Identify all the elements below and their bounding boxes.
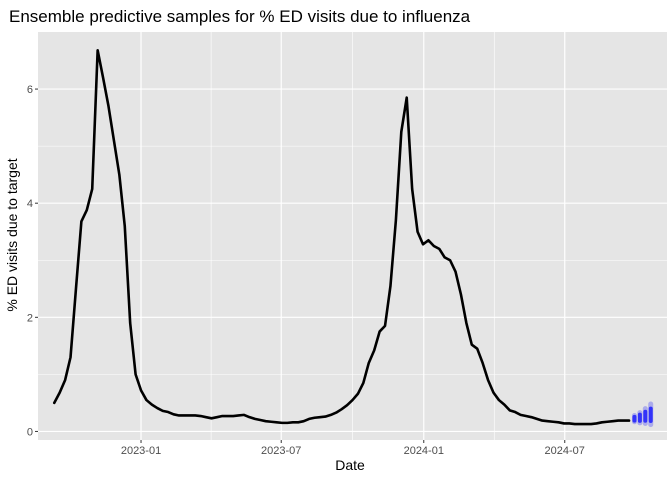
x-tick-label: 2024-01: [404, 445, 444, 457]
predictive-samples: [631, 401, 654, 428]
y-tick-label: 0: [27, 426, 33, 438]
y-tick-label: 4: [27, 198, 33, 210]
chart-title: Ensemble predictive samples for % ED vis…: [9, 7, 471, 26]
x-axis-title: Date: [335, 457, 365, 473]
observed-series-line: [52, 48, 631, 426]
x-tick-label: 2023-01: [121, 445, 161, 457]
y-axis-title: % ED visits due to target: [4, 158, 20, 311]
grid-lines: [38, 32, 667, 440]
y-tick-label: 2: [27, 312, 33, 324]
y-tick-label: 6: [27, 84, 33, 96]
axis-ticks: 0 2 4 6 2023-01 2023-07 2024-01 2024-07: [27, 84, 585, 457]
x-tick-label: 2024-07: [545, 445, 585, 457]
x-tick-label: 2023-07: [261, 445, 301, 457]
